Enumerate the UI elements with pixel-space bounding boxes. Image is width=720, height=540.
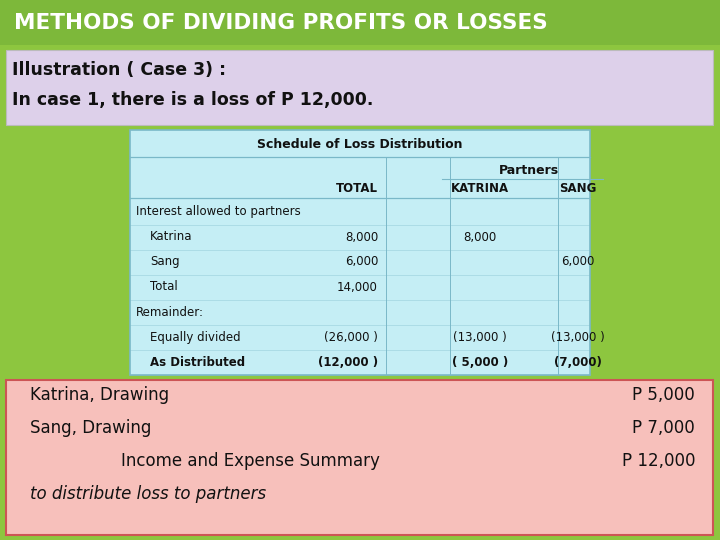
Text: Katrina: Katrina: [150, 231, 192, 244]
Text: As Distributed: As Distributed: [150, 355, 245, 368]
FancyBboxPatch shape: [6, 380, 713, 535]
Text: 14,000: 14,000: [337, 280, 378, 294]
Text: P 5,000: P 5,000: [632, 386, 695, 404]
Text: 6,000: 6,000: [345, 255, 378, 268]
FancyBboxPatch shape: [130, 130, 590, 375]
Text: (13,000 ): (13,000 ): [551, 330, 605, 343]
Text: P 12,000: P 12,000: [621, 452, 695, 470]
Text: KATRINA: KATRINA: [451, 181, 509, 194]
Text: Sang: Sang: [150, 255, 179, 268]
Text: P 7,000: P 7,000: [632, 419, 695, 437]
Text: In case 1, there is a loss of P 12,000.: In case 1, there is a loss of P 12,000.: [12, 91, 374, 109]
Text: Interest allowed to partners: Interest allowed to partners: [136, 206, 301, 219]
Text: Income and Expense Summary: Income and Expense Summary: [120, 452, 379, 470]
Text: ( 5,000 ): ( 5,000 ): [452, 355, 508, 368]
Text: Remainder:: Remainder:: [136, 306, 204, 319]
Text: to distribute loss to partners: to distribute loss to partners: [30, 485, 266, 503]
Text: 8,000: 8,000: [464, 231, 497, 244]
Text: Sang, Drawing: Sang, Drawing: [30, 419, 151, 437]
Text: Partners: Partners: [499, 164, 559, 177]
Text: Illustration ( Case 3) :: Illustration ( Case 3) :: [12, 61, 226, 79]
Text: Katrina, Drawing: Katrina, Drawing: [30, 386, 169, 404]
Text: 6,000: 6,000: [562, 255, 595, 268]
Text: (12,000 ): (12,000 ): [318, 355, 378, 368]
Text: Schedule of Loss Distribution: Schedule of Loss Distribution: [257, 138, 463, 152]
FancyBboxPatch shape: [0, 0, 720, 45]
Text: TOTAL: TOTAL: [336, 181, 378, 194]
Text: METHODS OF DIVIDING PROFITS OR LOSSES: METHODS OF DIVIDING PROFITS OR LOSSES: [14, 13, 548, 33]
Text: (7,000): (7,000): [554, 355, 602, 368]
Text: Equally divided: Equally divided: [150, 330, 240, 343]
Text: (26,000 ): (26,000 ): [324, 330, 378, 343]
FancyBboxPatch shape: [6, 50, 713, 125]
Text: Total: Total: [150, 280, 178, 294]
Text: 8,000: 8,000: [345, 231, 378, 244]
Text: SANG: SANG: [559, 181, 597, 194]
Text: (13,000 ): (13,000 ): [453, 330, 507, 343]
